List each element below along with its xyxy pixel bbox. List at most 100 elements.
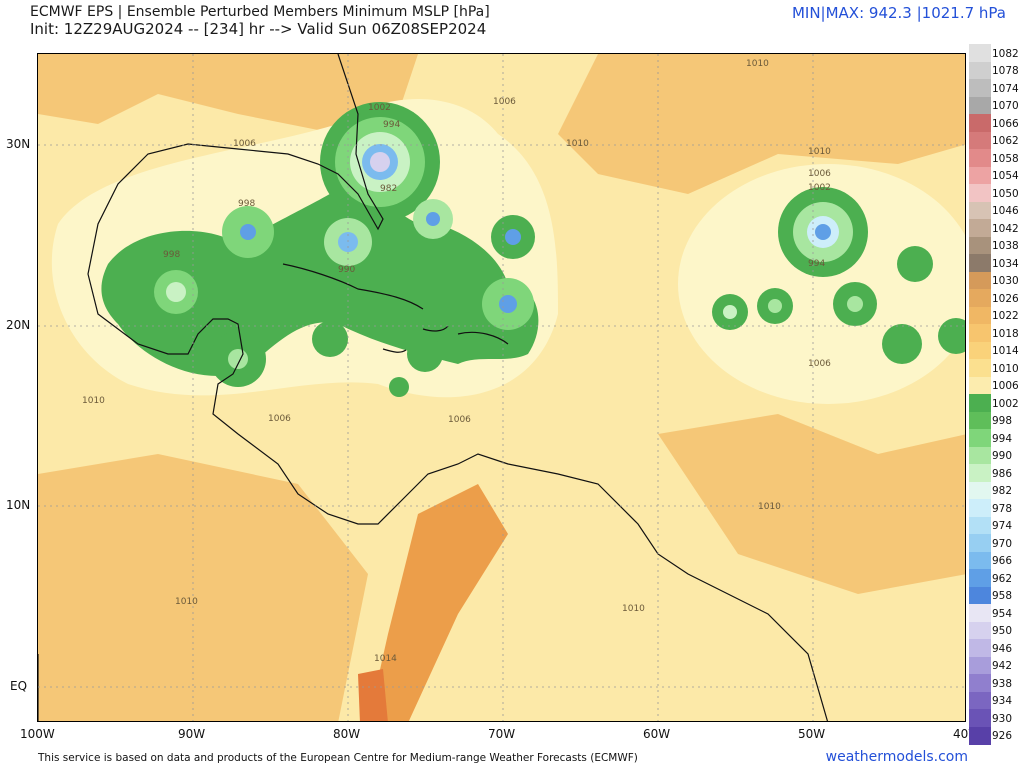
colorbar-label: 934 [992, 695, 1013, 707]
lat-label: 10N [6, 498, 31, 512]
contour-label: 1002 [368, 103, 391, 113]
colorbar-label: 938 [992, 677, 1013, 690]
colorbar-label: 1010 [992, 362, 1019, 375]
lat-label: 30N [6, 137, 31, 151]
contour-label: 1010 [566, 139, 589, 149]
contour-label: 1006 [233, 139, 256, 149]
colorbar-label: 1022 [992, 310, 1019, 322]
colorbar-label: 1054 [992, 170, 1019, 182]
lat-label: EQ [10, 679, 28, 693]
low-florida-eye [370, 152, 390, 172]
pressure-region-north [38, 54, 418, 134]
colorbar-cell [969, 79, 991, 97]
colorbar-label: 1026 [992, 292, 1019, 305]
pressure-region-pacific [38, 454, 368, 721]
contour-label: 990 [338, 265, 355, 275]
colorbar-cell [969, 411, 991, 430]
colorbar-cell [969, 726, 991, 745]
colorbar-cell [969, 709, 991, 727]
colorbar-cell [969, 604, 991, 622]
lon-label: 70W [488, 727, 516, 741]
contour-label: 994 [383, 120, 400, 130]
low-cayman [312, 321, 348, 357]
contour-label: 1010 [622, 604, 645, 614]
colorbar-cell [969, 586, 991, 605]
colorbar-label: 926 [992, 730, 1013, 742]
contour-label: 1010 [808, 147, 831, 157]
map-panel: 1010 1010 1006 1006 1002 994 998 998 990… [37, 53, 966, 722]
colorbar-label: 1082 [992, 47, 1019, 60]
low-bahamas-core [426, 212, 440, 226]
colorbar-label: 1014 [992, 345, 1019, 357]
colorbar-cell [969, 394, 991, 412]
colorbar-label: 1042 [992, 222, 1019, 235]
low-cluster-caribbean [101, 174, 539, 376]
colorbar-cell [969, 324, 991, 342]
colorbar-cell [969, 201, 991, 220]
pressure-region-ne [558, 54, 965, 194]
colorbar-cell [969, 656, 991, 675]
colorbar-label: 1078 [992, 65, 1019, 77]
colorbar-cell [969, 184, 991, 202]
contour-label: 998 [238, 199, 255, 209]
brand-link[interactable]: weathermodels.com [825, 749, 968, 765]
contour-label: 982 [380, 184, 397, 194]
pressure-region-andes [368, 484, 508, 721]
low-mexico-core [166, 282, 186, 302]
pressure-region-east [658, 414, 965, 594]
low-east-2-core [499, 295, 517, 313]
low-small [389, 377, 409, 397]
colorbar-cell [969, 236, 991, 255]
colorbar-label: 1062 [992, 135, 1019, 147]
colorbar-label: 1046 [992, 205, 1019, 217]
colorbar-cell [969, 359, 991, 377]
colorbar-cell [969, 551, 991, 570]
lon-label: 100W [20, 727, 55, 741]
contour-label: 1010 [746, 59, 769, 69]
contour-label: 1006 [268, 414, 291, 424]
colorbar-cell [969, 674, 991, 692]
colorbar-label: 954 [992, 607, 1013, 620]
colorbar-label: 942 [992, 660, 1013, 672]
low-atlantic-e [897, 246, 933, 282]
colorbar-label: 1030 [992, 275, 1019, 287]
colorbar-label: 998 [992, 415, 1013, 427]
low-atlantic-c-core [847, 296, 863, 312]
low-atlantic-core [815, 224, 831, 240]
colorbar-cell [969, 219, 991, 237]
colorbar-label: 1070 [992, 100, 1019, 112]
colorbar-label: 1058 [992, 152, 1019, 165]
colorbar-cell [969, 271, 991, 290]
low-atlantic-b-core [768, 299, 782, 313]
colorbar-cell [969, 61, 991, 80]
colorbar-cell [969, 166, 991, 185]
colorbar-label: 946 [992, 642, 1013, 655]
colorbar-cell [969, 289, 991, 307]
lon-label: 80W [333, 727, 361, 741]
contour-labels: 1010 1010 1006 1006 1002 994 998 998 990… [82, 59, 831, 664]
colorbar-label: 962 [992, 572, 1013, 585]
colorbar-label: 1002 [992, 397, 1019, 410]
colorbar-cell [969, 639, 991, 657]
colorbar-cell [969, 446, 991, 465]
lon-label: 90W [178, 727, 206, 741]
colorbar-cell [969, 534, 991, 552]
lon-label: 60W [643, 727, 671, 741]
attribution-note: This service is based on data and produc… [38, 752, 638, 764]
low-gulf-1-core [240, 224, 256, 240]
contour-label: 1006 [808, 359, 831, 369]
colorbar-label: 970 [992, 537, 1013, 550]
colorbar-cell [969, 306, 991, 325]
minmax-readout: MIN|MAX: 942.3 |1021.7 hPa [791, 4, 1006, 22]
colorbar-label: 990 [992, 450, 1013, 462]
colorbar-cell [969, 96, 991, 115]
contour-label: 1010 [82, 396, 105, 406]
colorbar-cell [969, 376, 991, 395]
colorbar-cell [969, 149, 991, 167]
colorbar-label: 986 [992, 467, 1013, 480]
contour-label: 1006 [448, 415, 471, 425]
map-subtitle: Init: 12Z29AUG2024 -- [234] hr --> Valid… [30, 20, 487, 38]
colorbar-cell [969, 254, 991, 272]
colorbar [969, 44, 991, 745]
coastlines [38, 54, 829, 721]
